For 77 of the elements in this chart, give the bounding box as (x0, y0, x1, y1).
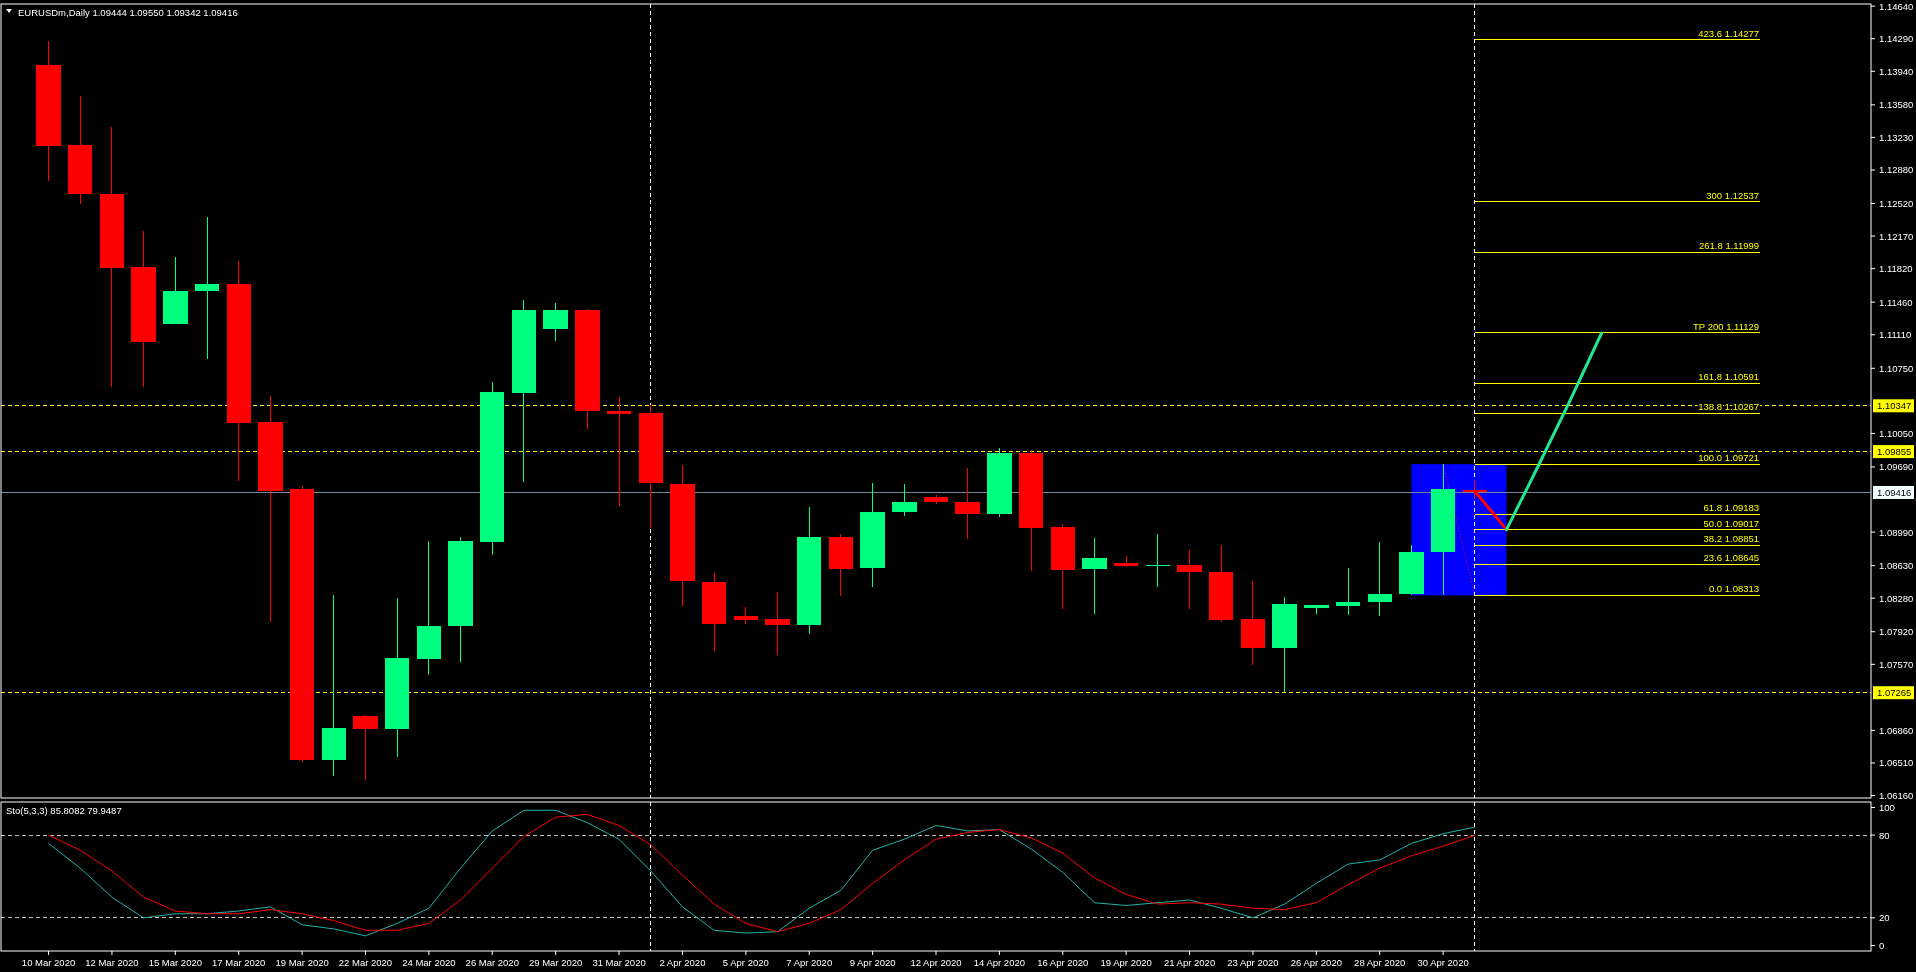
y-tick-label: 1.08990 (1879, 526, 1914, 538)
ref-line-label: 1.09416 (1877, 486, 1912, 498)
candlestick (1335, 567, 1361, 616)
candlestick (765, 591, 790, 656)
series-label: 50.0 1.09017 (1703, 517, 1760, 529)
series-label: 61.8 1.09183 (1703, 502, 1760, 514)
series-label: 23.6 1.08645 (1703, 552, 1760, 564)
y-tick-label: 1.13230 (1879, 131, 1914, 143)
candlestick (606, 396, 632, 507)
y-tick-label: 80 (1879, 829, 1890, 841)
candlestick (1367, 541, 1392, 617)
x-tick-label: 9 Apr 2020 (849, 956, 896, 968)
series-label: 100.0 1.09721 (1698, 452, 1760, 464)
x-tick-label: 5 Apr 2020 (722, 956, 769, 968)
series-label: 423.6 1.14277 (1698, 27, 1760, 39)
x-tick-label: 22 Mar 2020 (338, 956, 393, 968)
x-tick-label: 29 Mar 2020 (528, 956, 583, 968)
chart-title: Sto(5,3,3) 85.8082 79.9487 (6, 804, 122, 816)
ref-line-label: 1.09855 (1877, 446, 1912, 458)
line-series (1505, 331, 1604, 532)
x-tick-label: 31 Mar 2020 (592, 956, 646, 968)
y-tick-label: 1.06860 (1879, 724, 1914, 736)
y-tick-label: 1.09690 (1879, 461, 1914, 473)
y-tick-label: 1.13580 (1879, 99, 1914, 111)
y-tick-label: 1.08280 (1879, 592, 1914, 604)
y-tick-label: 1.06510 (1879, 757, 1914, 769)
series-label: 161.8 1.10591 (1698, 371, 1760, 383)
series-label: 138.8 1.10267 (1698, 401, 1760, 413)
y-tick-label: 1.06160 (1879, 790, 1914, 802)
y-tick-label: 1.11110 (1879, 329, 1912, 341)
y-tick-label: 1.11820 (1879, 263, 1913, 275)
chart-title: EURUSDm,Daily 1.09444 1.09550 1.09342 1.09416 (18, 6, 238, 18)
y-tick-label: 1.12170 (1879, 230, 1914, 242)
y-tick-label: 0 (1879, 939, 1885, 951)
candlestick (1082, 537, 1107, 615)
x-tick-label: 17 Mar 2020 (212, 956, 266, 968)
y-tick-label: 1.07920 (1879, 626, 1914, 638)
candlestick (1177, 549, 1202, 610)
candlestick (194, 216, 220, 360)
candlestick (955, 467, 980, 540)
y-tick-label: 1.10050 (1879, 427, 1914, 439)
y-tick-label: 1.08630 (1879, 560, 1914, 572)
series-label: 300 1.12537 (1706, 189, 1760, 201)
x-tick-label: 30 Apr 2020 (1417, 956, 1469, 968)
y-tick-label: 100 (1879, 802, 1895, 814)
ref-line-label: 1.10347 (1877, 400, 1912, 412)
x-tick-label: 7 Apr 2020 (786, 956, 833, 968)
x-tick-label: 2 Apr 2020 (659, 956, 706, 968)
y-tick-label: 1.14640 (1879, 0, 1914, 12)
y-tick-label: 20 (1879, 912, 1890, 924)
y-tick-label: 1.10750 (1879, 362, 1914, 374)
x-tick-label: 12 Apr 2020 (910, 956, 962, 968)
x-tick-label: 16 Apr 2020 (1037, 956, 1089, 968)
y-tick-label: 1.11460 (1879, 296, 1913, 308)
y-tick-label: 1.12520 (1879, 198, 1914, 209)
x-tick-label: 14 Apr 2020 (973, 956, 1026, 968)
series-label: 261.8 1.11999 (1699, 240, 1760, 251)
y-tick-label: 1.12880 (1879, 164, 1914, 176)
series-label: 38.2 1.08851 (1703, 533, 1760, 545)
x-tick-label: 26 Mar 2020 (465, 956, 519, 968)
y-tick-label: 1.07570 (1879, 658, 1914, 670)
x-tick-label: 23 Apr 2020 (1227, 956, 1279, 968)
x-tick-label: 10 Mar 2020 (21, 956, 76, 968)
ref-line-label: 1.07265 (1877, 687, 1912, 699)
x-tick-label: 12 Mar 2020 (85, 956, 139, 968)
x-tick-label: 15 Mar 2020 (148, 956, 202, 968)
x-tick-label: 24 Mar 2020 (402, 956, 456, 968)
x-tick-label: 26 Apr 2020 (1290, 956, 1342, 968)
candlestick (1145, 533, 1171, 588)
x-tick-label: 19 Apr 2020 (1100, 956, 1152, 968)
x-tick-label: 19 Mar 2020 (275, 956, 329, 968)
x-tick-label: 21 Apr 2020 (1163, 956, 1216, 968)
series-label: 0.0 1.08313 (1708, 583, 1760, 595)
x-tick-label: 28 Apr 2020 (1354, 956, 1406, 968)
y-tick-label: 1.13940 (1879, 65, 1914, 77)
y-tick-label: 1.14290 (1879, 33, 1914, 45)
series-label: TP 200 1.11129 (1693, 320, 1760, 332)
